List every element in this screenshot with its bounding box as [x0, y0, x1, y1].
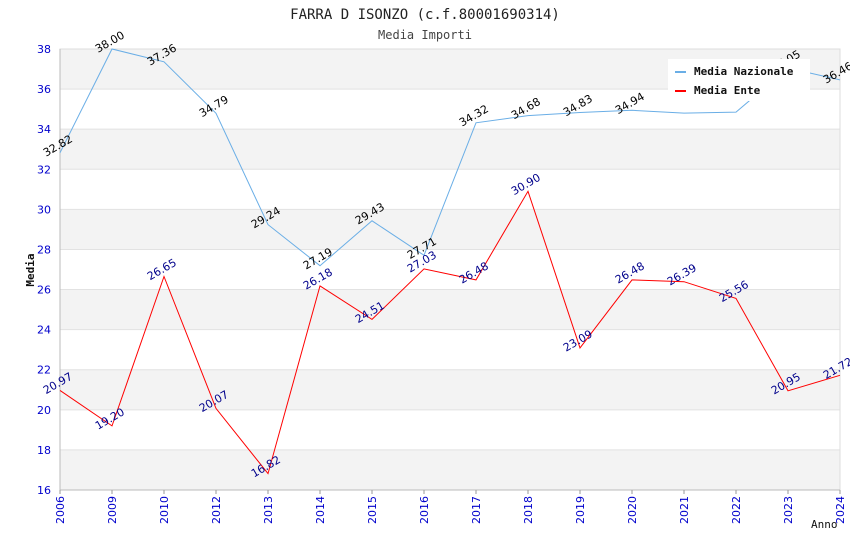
plot-border	[59, 48, 841, 491]
x-tick-label: 2006	[54, 496, 67, 524]
y-axis-title: Media	[24, 253, 37, 286]
data-label: 34.68	[509, 95, 543, 122]
data-label: 30.90	[509, 171, 543, 198]
x-tick-label: 2021	[678, 496, 691, 524]
legend: Media Nazionale Media Ente	[668, 59, 810, 101]
x-tick-label: 2010	[158, 496, 171, 524]
y-tick-label: 26	[37, 284, 51, 297]
x-tick-label: 2012	[210, 496, 223, 524]
data-label: 34.79	[197, 93, 231, 120]
chart-title: FARRA D ISONZO (c.f.80001690314)	[290, 7, 560, 23]
series-lines	[59, 48, 841, 475]
data-label: 23.09	[561, 327, 595, 354]
y-tick-label: 22	[37, 364, 51, 377]
y-tick-label: 20	[37, 404, 51, 417]
data-label: 26.48	[457, 260, 491, 287]
legend-box	[668, 59, 810, 101]
y-tick-label: 30	[37, 203, 51, 216]
y-tick-label: 36	[37, 83, 51, 96]
grid-band	[60, 289, 840, 330]
x-tick-label: 2009	[106, 496, 119, 524]
x-axis: 2006 2009 2010 2012 2013 2014 2015 2016 2017 2018…	[54, 489, 847, 524]
y-tick-label: 24	[37, 324, 51, 337]
data-label: 34.83	[561, 92, 595, 119]
series-line-media-ente	[59, 190, 841, 475]
grid-bands	[59, 48, 841, 491]
legend-label-media-ente: Media Ente	[694, 84, 761, 97]
x-tick-label: 2024	[834, 496, 847, 524]
x-tick-label: 2014	[314, 496, 327, 524]
x-tick-label: 2023	[782, 496, 795, 524]
grid-band	[60, 449, 840, 490]
x-tick-label: 2016	[418, 496, 431, 524]
x-axis-title: Anno	[811, 518, 838, 531]
x-tick-label: 2015	[366, 496, 379, 524]
y-tick-label: 38	[37, 43, 51, 56]
data-label: 26.39	[665, 261, 699, 288]
series-line-media-nazionale	[59, 48, 841, 267]
y-tick-label: 16	[37, 484, 51, 497]
y-tick-label: 28	[37, 243, 51, 256]
chart-subtitle: Media Importi	[378, 28, 472, 42]
x-tick-label: 2020	[626, 496, 639, 524]
grid-band	[60, 209, 840, 250]
y-axis: 16 18 20 22 24 26 28 30 32 34 36 38	[37, 43, 61, 497]
x-tick-label: 2019	[574, 496, 587, 524]
grid-band	[60, 129, 840, 170]
x-tick-label: 2022	[730, 496, 743, 524]
grid-band	[60, 369, 840, 410]
data-label: 34.94	[613, 90, 647, 117]
y-tick-label: 34	[37, 123, 51, 136]
legend-label-media-nazionale: Media Nazionale	[694, 65, 794, 78]
y-tick-label: 18	[37, 444, 51, 457]
y-tick-label: 32	[37, 163, 51, 176]
data-label: 34.32	[457, 102, 491, 129]
data-label: 26.65	[145, 256, 179, 283]
x-tick-label: 2013	[262, 496, 275, 524]
x-tick-label: 2018	[522, 496, 535, 524]
x-tick-label: 2017	[470, 496, 483, 524]
